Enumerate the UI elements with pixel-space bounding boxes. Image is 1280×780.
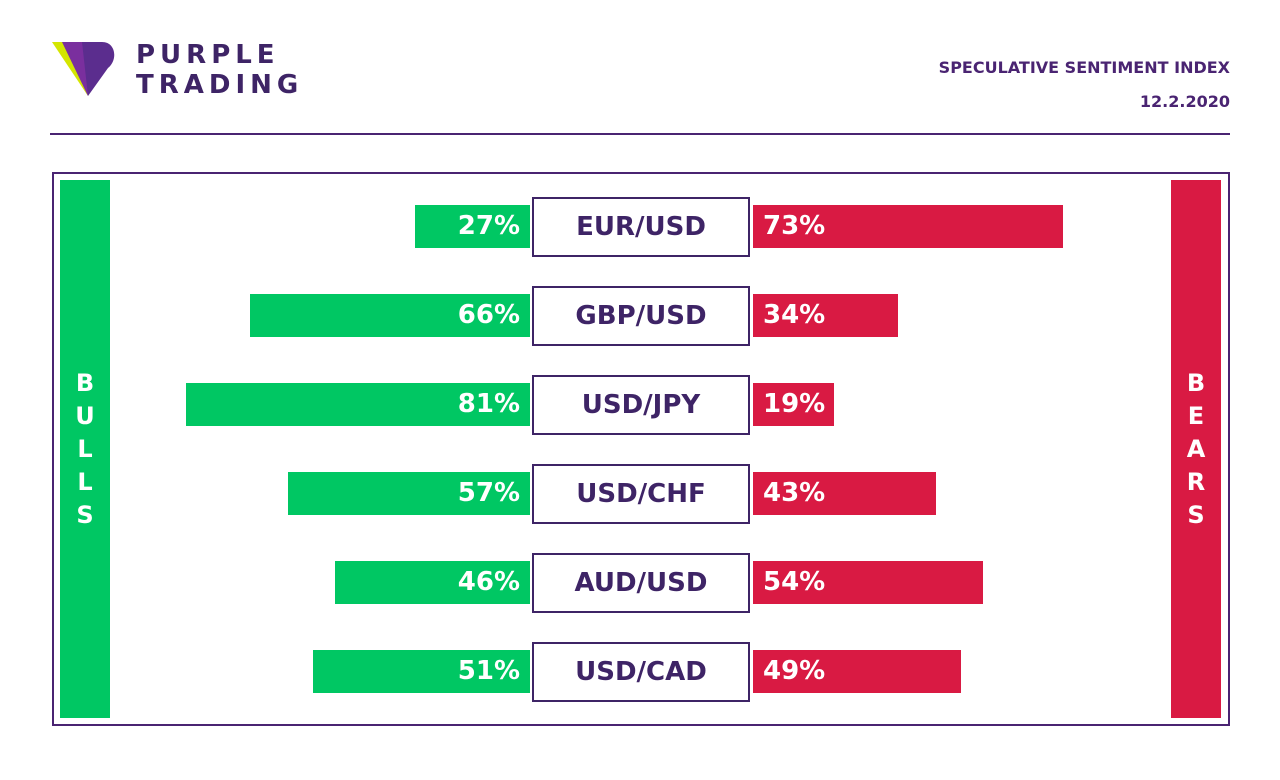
- bear-bar: 19%: [753, 383, 834, 426]
- currency-pair-label: USD/JPY: [532, 375, 750, 435]
- bears-label: B E A R S: [1186, 368, 1206, 529]
- page-title: SPECULATIVE SENTIMENT INDEX: [938, 58, 1230, 77]
- bull-value-label: 66%: [457, 300, 520, 330]
- bull-bar: 66%: [249, 294, 530, 337]
- currency-pair-label: EUR/USD: [532, 197, 750, 257]
- bear-value-label: 73%: [763, 211, 826, 241]
- bull-bar: 81%: [185, 383, 530, 426]
- bull-value-label: 46%: [457, 567, 520, 597]
- bull-bar: 57%: [287, 472, 530, 515]
- bull-bar: 51%: [313, 650, 530, 693]
- bull-bar: 27%: [415, 205, 530, 248]
- brand-line-2: TRADING: [136, 70, 304, 100]
- brand-wordmark: PURPLE TRADING: [136, 40, 303, 100]
- brand-line-1: PURPLE: [136, 40, 280, 70]
- currency-pair-label: USD/CHF: [532, 464, 750, 524]
- bear-bar: 73%: [753, 205, 1064, 248]
- currency-pair-label: AUD/USD: [532, 553, 750, 613]
- bull-value-label: 57%: [457, 478, 520, 508]
- bull-value-label: 51%: [457, 656, 520, 686]
- header-divider: [50, 133, 1230, 135]
- bull-bar: 46%: [334, 561, 530, 604]
- purple-trading-logo-icon: [52, 42, 115, 96]
- bear-value-label: 49%: [763, 656, 826, 686]
- bulls-label: B U L L S: [75, 368, 95, 529]
- bull-value-label: 27%: [457, 211, 520, 241]
- bear-bar: 49%: [753, 650, 962, 693]
- bear-value-label: 43%: [763, 478, 826, 508]
- bear-value-label: 34%: [763, 300, 826, 330]
- bear-bar: 43%: [753, 472, 936, 515]
- bear-bar: 34%: [753, 294, 898, 337]
- bull-value-label: 81%: [457, 389, 520, 419]
- bear-value-label: 54%: [763, 567, 826, 597]
- bear-value-label: 19%: [763, 389, 826, 419]
- currency-pair-label: GBP/USD: [532, 286, 750, 346]
- bulls-side-bar: B U L L S: [60, 180, 110, 718]
- report-date: 12.2.2020: [1139, 92, 1230, 111]
- bear-bar: 54%: [753, 561, 983, 604]
- bears-side-bar: B E A R S: [1171, 180, 1221, 718]
- currency-pair-label: USD/CAD: [532, 642, 750, 702]
- chart-frame: [52, 172, 1230, 726]
